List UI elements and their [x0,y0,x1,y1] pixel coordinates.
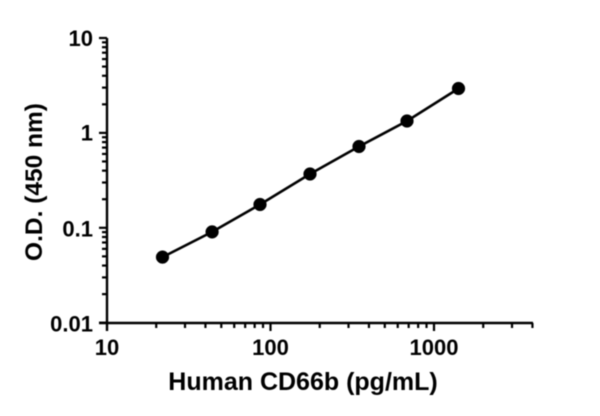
svg-text:0.1: 0.1 [62,216,93,241]
svg-text:10: 10 [69,26,93,51]
svg-text:1000: 1000 [410,335,459,360]
svg-text:0.01: 0.01 [50,312,93,337]
svg-text:O.D. (450 nm): O.D. (450 nm) [21,103,48,261]
svg-text:1: 1 [81,121,93,146]
svg-text:100: 100 [252,335,289,360]
svg-text:10: 10 [95,335,119,360]
svg-text:Human CD66b (pg/mL): Human CD66b (pg/mL) [168,368,437,396]
